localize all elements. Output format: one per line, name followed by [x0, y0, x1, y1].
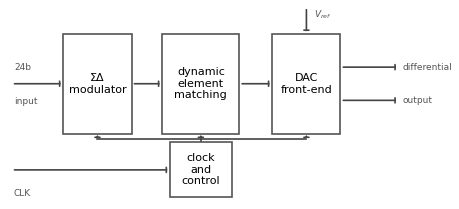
- Text: differential: differential: [402, 63, 451, 72]
- Text: dynamic
element
matching: dynamic element matching: [174, 67, 227, 100]
- Bar: [170, 142, 231, 198]
- Text: ΣΔ
modulator: ΣΔ modulator: [68, 73, 126, 94]
- Text: output: output: [402, 96, 431, 105]
- Text: clock
and
control: clock and control: [181, 153, 220, 186]
- Text: DAC
front-end: DAC front-end: [280, 73, 331, 94]
- Bar: [162, 34, 239, 134]
- Text: CLK: CLK: [14, 189, 31, 198]
- Text: input: input: [14, 97, 37, 106]
- Bar: [63, 34, 131, 134]
- Bar: [272, 34, 340, 134]
- Text: 24b: 24b: [14, 63, 31, 72]
- Text: $V_{ref}$: $V_{ref}$: [313, 9, 331, 22]
